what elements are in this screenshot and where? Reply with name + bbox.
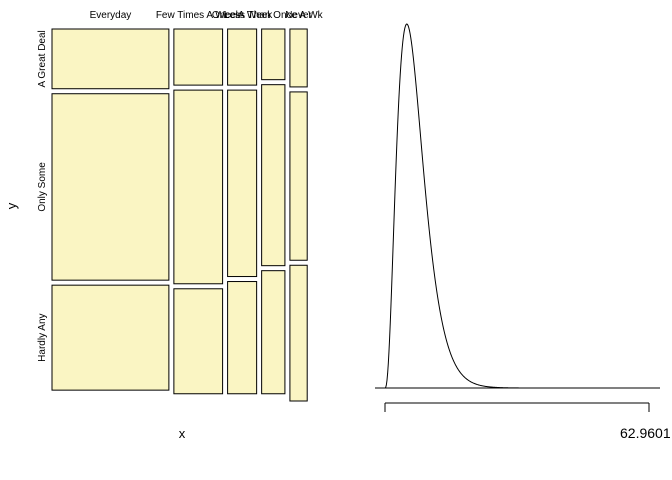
mosaic-y-tick-label: Only Some (37, 162, 48, 212)
mosaic-cell-never-hardly-any (289, 264, 308, 402)
mosaic-x-axis-label: x (179, 426, 186, 441)
mosaic-cell-less-than-once-a-wk-hardly-any (261, 270, 286, 395)
mosaic-cell-few-times-a-week-hardly-any (173, 288, 224, 395)
density-curve (384, 23, 649, 389)
mosaic-x-tick-label: Everyday (90, 10, 132, 21)
mosaic-x-tick-label: Once A Week (212, 10, 273, 21)
mosaic-cell-everyday-a-great-deal (51, 28, 170, 90)
mosaic-x-tick-label: Few Times A Week (156, 10, 242, 21)
mosaic-cell-few-times-a-week-only-some (173, 89, 224, 285)
mosaic-y-axis-label: y (4, 202, 19, 209)
mosaic-x-tick-label: Less Than Once A Wk (224, 10, 324, 21)
mosaic-cell-everyday-hardly-any (51, 284, 170, 391)
mosaic-cell-never-a-great-deal (289, 28, 308, 88)
mosaic-y-tick-label: A Great Deal (37, 30, 48, 87)
mosaic-cell-never-only-some (289, 91, 308, 261)
mosaic-cell-everyday-only-some (51, 93, 170, 281)
mosaic-cell-once-a-week-only-some (227, 89, 258, 278)
mosaic-cell-few-times-a-week-a-great-deal (173, 28, 224, 86)
mosaic-x-tick-label: Never (285, 10, 312, 21)
mosaic-y-tick-label: Hardly Any (37, 313, 48, 361)
mosaic-cell-less-than-once-a-wk-a-great-deal (261, 28, 286, 81)
mosaic-cell-once-a-week-hardly-any (227, 281, 258, 395)
mosaic-cell-once-a-week-a-great-deal (227, 28, 258, 86)
density-x-axis: 62.9601 (384, 402, 671, 441)
density-x-tick-label: 62.9601 (620, 425, 671, 441)
mosaic-cell-less-than-once-a-wk-only-some (261, 84, 286, 267)
density-plot: 62.9601 (375, 23, 671, 441)
